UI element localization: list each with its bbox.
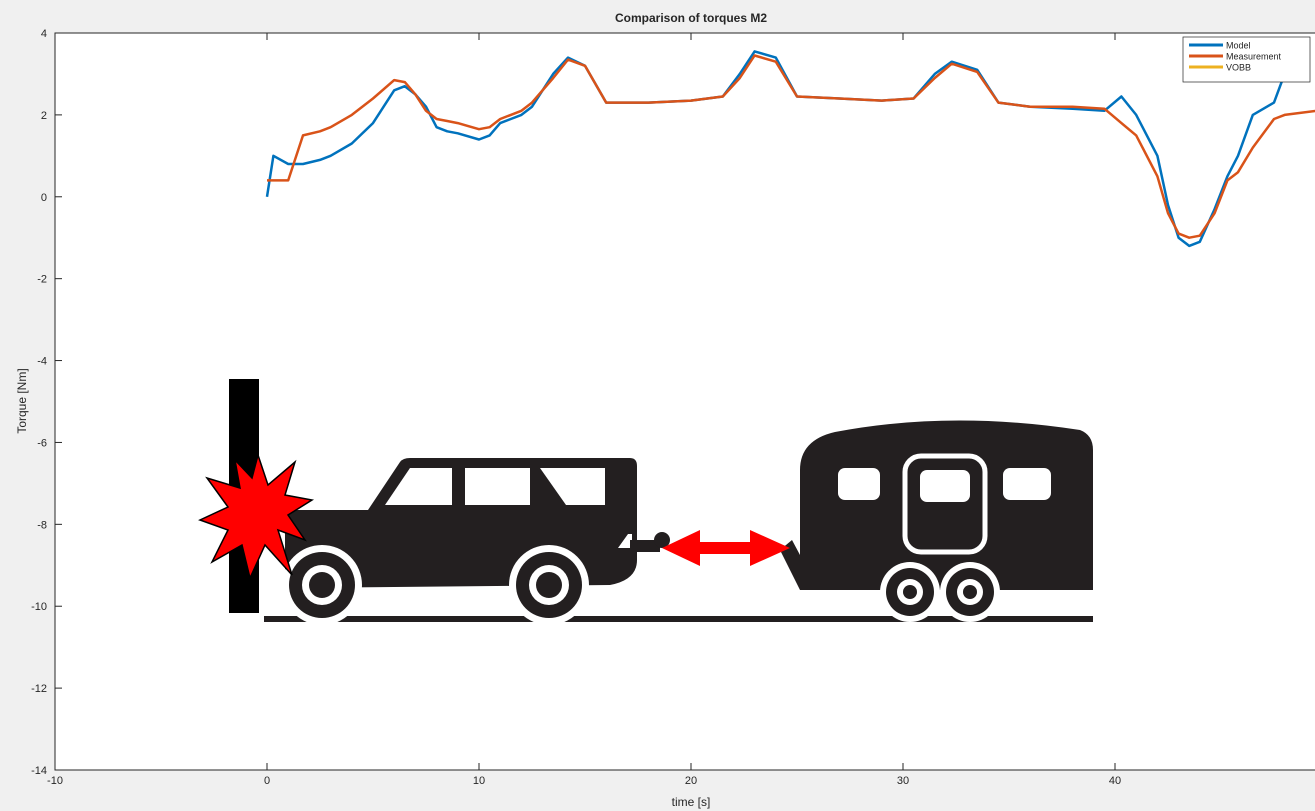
x-tick-label: 10 (473, 775, 485, 787)
x-tick-label: 40 (1109, 775, 1121, 787)
y-tick-label: -12 (31, 683, 47, 695)
y-tick-label: -4 (37, 356, 47, 368)
plot-area (54, 32, 1315, 771)
legend-label: Model (1226, 41, 1251, 51)
legend-label: Measurement (1226, 52, 1282, 62)
y-tick-label: -14 (31, 765, 47, 777)
y-tick-label: 0 (41, 192, 47, 204)
y-tick-label: -6 (37, 437, 47, 449)
series-line (267, 54, 1315, 239)
x-tick-label: 30 (897, 775, 909, 787)
x-tick-label: -10 (47, 775, 63, 787)
y-tick-label: 2 (41, 110, 47, 122)
x-tick-label: 20 (685, 775, 697, 787)
y-tick-label: 4 (41, 28, 47, 40)
legend-label: VOBB (1226, 63, 1251, 73)
y-tick-label: -2 (37, 274, 47, 286)
y-axis-label: Torque [Nm] (15, 368, 29, 433)
y-tick-label: -10 (31, 601, 47, 613)
x-axis-label: time [s] (672, 795, 711, 809)
chart-title: Comparison of torques M2 (615, 11, 767, 25)
x-tick-label: 0 (264, 775, 270, 787)
illustration (198, 379, 1093, 625)
y-tick-label: -8 (37, 519, 47, 531)
